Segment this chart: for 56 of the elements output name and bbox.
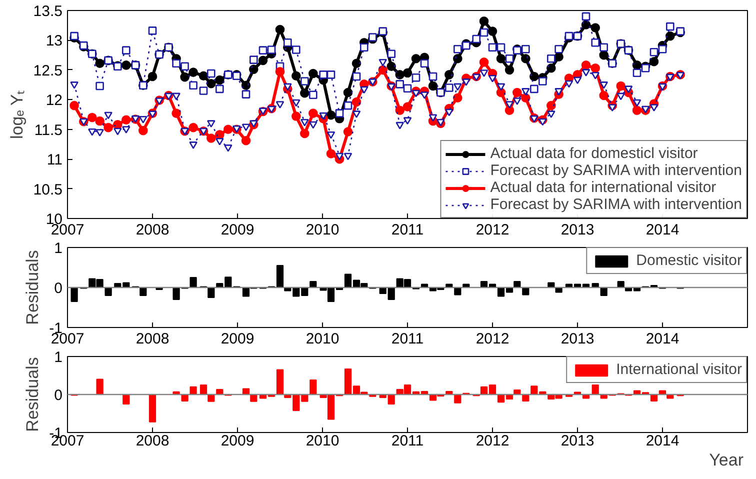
x-tick-label: 2008 — [136, 330, 170, 348]
x-tick-label: 2012 — [476, 222, 510, 238]
bar — [190, 386, 197, 395]
x-tick-label: 2013 — [560, 432, 594, 450]
x-tick-label: 2010 — [306, 222, 340, 238]
x-tick-label: 2008 — [136, 222, 170, 238]
y-tick-label: 1 — [54, 349, 62, 366]
x-tick-label: 2013 — [560, 222, 594, 238]
y-tick-label: 11 — [46, 152, 63, 169]
x-tick-label: 2011 — [391, 222, 424, 238]
x-tick-label: 2014 — [646, 432, 680, 450]
legend-label: Forecast by SARIMA with intervention — [490, 196, 742, 213]
x-tick-label: 2010 — [306, 330, 340, 348]
x-tick-label: 2009 — [220, 432, 254, 450]
y-tick-label: 10.5 — [33, 181, 63, 198]
bar — [148, 394, 156, 422]
x-tick-label: 2012 — [476, 330, 510, 348]
legend-label: Actual data for international visitor — [490, 179, 716, 196]
bar — [310, 380, 317, 395]
y-axis-title: Residuals — [23, 250, 42, 325]
legend-label: International visitor — [616, 361, 742, 378]
y-axis-title: logₑ Yₜ — [7, 90, 26, 140]
legend-label: Actual data for domesticl visitor — [490, 145, 698, 162]
bar — [70, 287, 78, 302]
bar — [181, 394, 188, 402]
y-tick-label: 0 — [54, 387, 62, 404]
bar — [592, 384, 599, 395]
x-tick-label: 2009 — [220, 222, 254, 238]
x-tick-label: 2012 — [476, 432, 510, 450]
x-tick-label: 2011 — [391, 432, 424, 450]
y-tick-label: 1 — [54, 240, 62, 257]
y-tick-label: 13.5 — [33, 3, 63, 20]
y-tick-label: 0 — [54, 280, 62, 297]
y-tick-label: 12.5 — [33, 62, 63, 80]
x-tick-label: 2013 — [560, 330, 594, 348]
bar — [104, 287, 112, 296]
legend-label: Domestic visitor — [636, 252, 742, 269]
y-tick-label: 11.5 — [34, 122, 63, 139]
bar — [96, 378, 104, 395]
bar — [208, 287, 215, 298]
x-tick-label: 2014 — [646, 330, 680, 348]
y-tick-label: 13 — [46, 32, 63, 50]
x-tick-label: 2008 — [136, 432, 170, 450]
bar — [454, 394, 462, 404]
x-tick-label: 2010 — [306, 432, 340, 450]
legend-label: Forecast by SARIMA with intervention — [490, 162, 742, 179]
x-tick-label: 2014 — [646, 222, 680, 238]
bar — [122, 394, 130, 404]
y-axis-title: Residuals — [23, 357, 42, 432]
bar — [276, 369, 284, 395]
bar — [200, 384, 208, 395]
x-axis-title: Year — [709, 450, 744, 470]
x-tick-label: 2009 — [220, 330, 254, 348]
y-tick-label: 12 — [46, 92, 63, 110]
x-tick-label: 2011 — [391, 330, 424, 348]
bar — [190, 277, 197, 288]
